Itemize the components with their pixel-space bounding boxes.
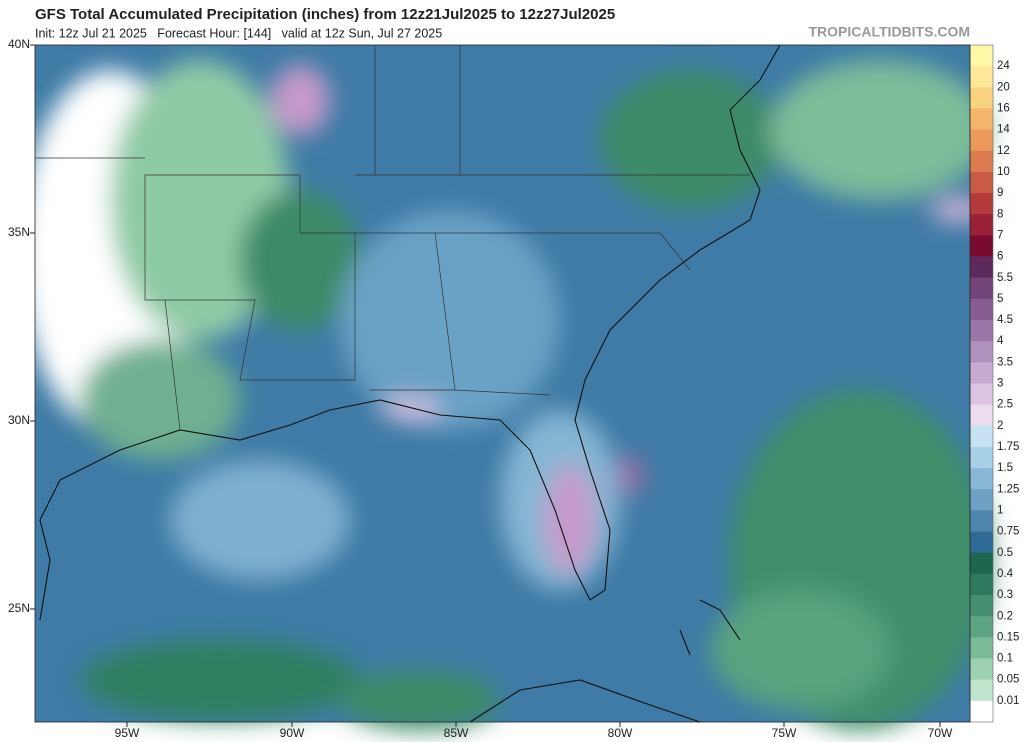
colorbar-label: 10 — [997, 166, 1010, 178]
colorbar-box — [970, 658, 993, 680]
colorbar-label: 0.05 — [997, 674, 1019, 686]
colorbar-box — [970, 552, 993, 575]
colorbar-label: 20 — [997, 81, 1010, 93]
colorbar-label: 1.25 — [997, 483, 1019, 495]
lat-label: 30N — [8, 413, 30, 427]
colorbar-label: 0.4 — [997, 568, 1014, 580]
colorbar-box — [970, 531, 993, 554]
map-field — [20, 44, 990, 730]
colorbar-box — [970, 277, 993, 300]
colorbar-box — [970, 362, 993, 384]
colorbar-label: 0.2 — [997, 610, 1013, 622]
colorbar-box — [970, 129, 993, 152]
colorbar-box — [970, 383, 993, 405]
lon-label: 85W — [444, 726, 469, 740]
colorbar-label: 14 — [997, 124, 1010, 136]
colorbar-label: 4 — [997, 335, 1004, 347]
colorbar-box — [970, 298, 993, 321]
colorbar-box — [970, 637, 993, 659]
colorbar-label: 9 — [997, 187, 1003, 199]
lon-label: 95W — [115, 726, 140, 740]
colorbar-label: 6 — [997, 251, 1003, 263]
map-frame — [34, 44, 971, 723]
colorbar-box — [970, 214, 993, 236]
colorbar-box — [970, 45, 993, 67]
axes: 40N 35N 30N 25N 95W 90W 85W 80W 75W 70W — [8, 37, 971, 740]
colorbar-label: 4.5 — [997, 314, 1013, 326]
colorbar-label: 24 — [997, 60, 1010, 72]
colorbar-label: 1.75 — [997, 441, 1019, 453]
title: GFS Total Accumulated Precipitation (inc… — [35, 6, 615, 23]
colorbar-label: 3.5 — [997, 356, 1013, 368]
colorbar-label: 1.5 — [997, 462, 1013, 474]
colorbar-label: 0.3 — [997, 589, 1013, 601]
colorbar-label: 5 — [997, 293, 1003, 305]
colorbar-box — [970, 87, 993, 109]
colorbar-label: 0.5 — [997, 547, 1013, 559]
lon-label: 90W — [280, 726, 305, 740]
colorbar-box — [970, 341, 993, 363]
lat-label: 35N — [8, 225, 30, 239]
colorbar-box — [970, 235, 993, 257]
colorbar-box — [970, 446, 993, 469]
colorbar-box — [970, 66, 993, 88]
colorbar-box — [970, 320, 993, 342]
colorbar-box — [970, 425, 993, 448]
colorbar-label: 2 — [997, 420, 1003, 432]
colorbar-label: 5.5 — [997, 272, 1013, 284]
colorbar-box — [970, 679, 993, 702]
colorbar-box — [970, 193, 993, 215]
colorbar-label: 0.01 — [997, 695, 1019, 707]
colorbar: 24 20 16 14 12 10 9 8 7 6 5.5 5 4.5 4 3.5 3 2.5 2 1.75 1.5 1… — [969, 44, 1019, 723]
colorbar-box — [970, 256, 993, 279]
colorbar-label: 12 — [997, 145, 1010, 157]
lon-label: 70W — [928, 726, 953, 740]
colorbar-label: 0.75 — [997, 526, 1019, 538]
colorbar-box — [970, 700, 993, 723]
colorbar-box — [970, 468, 993, 490]
lon-label: 80W — [608, 726, 633, 740]
colorbar-box — [970, 404, 993, 427]
colorbar-label: 0.1 — [997, 653, 1013, 665]
lat-label: 25N — [8, 601, 30, 615]
lat-label: 40N — [8, 37, 30, 51]
colorbar-label: 16 — [997, 103, 1010, 115]
colorbar-box — [970, 510, 993, 532]
colorbar-box — [970, 171, 993, 194]
colorbar-label: 7 — [997, 229, 1003, 241]
lon-label: 75W — [772, 726, 797, 740]
colorbar-label: 3 — [997, 378, 1003, 390]
colorbar-label: 0.15 — [997, 631, 1019, 643]
colorbar-box — [970, 108, 993, 130]
colorbar-label: 2.5 — [997, 399, 1013, 411]
colorbar-box — [970, 489, 993, 511]
colorbar-box — [970, 150, 993, 173]
colorbar-box — [970, 616, 993, 638]
subtitle: Init: 12z Jul 21 2025 Forecast Hour: [14… — [35, 26, 442, 40]
colorbar-label: 1 — [997, 504, 1003, 516]
colorbar-label: 8 — [997, 208, 1003, 220]
colorbar-box — [970, 573, 993, 596]
colorbar-box — [970, 595, 993, 617]
brand: TROPICALTIDBITS.COM — [808, 24, 970, 40]
